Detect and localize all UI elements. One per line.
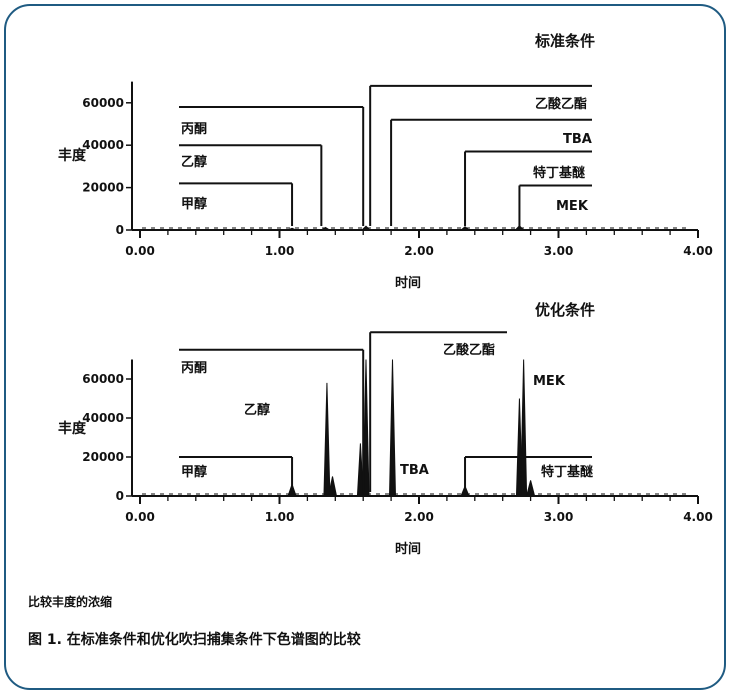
figure-caption: 图 1. 在标准条件和优化吹扫捕集条件下色谱图的比较	[28, 632, 361, 648]
x-tick-label: 2.00	[404, 510, 434, 524]
chromatogram-peak	[356, 443, 364, 497]
x-tick-label: 3.00	[544, 510, 574, 524]
chromatogram-peak	[520, 359, 528, 497]
y-tick-label: 0	[116, 489, 124, 503]
chromatogram-peak	[525, 480, 536, 497]
panel-2-x-axis-label: 时间	[395, 541, 421, 557]
x-tick-label: 0.00	[125, 244, 155, 258]
panel-1-standard-conditions: 0.00 1.00 2.00 3.00 4.00 0 20000 40000 60000 甲醇 乙醇…	[82, 81, 713, 258]
peak-label: 乙醇	[244, 402, 270, 418]
peak-label: TBA	[563, 132, 592, 147]
chromatogram-peak	[388, 359, 397, 497]
x-tick-label: 4.00	[683, 510, 713, 524]
peak-label: 特丁基醚	[541, 464, 594, 480]
panel-2-optimized-conditions: 0.00 1.00 2.00 3.00 4.00 0 20000 40000 60000 甲醇 乙醇…	[82, 331, 713, 524]
x-tick-label: 0.00	[125, 510, 155, 524]
chromatogram-peak	[514, 225, 525, 231]
panel-2-title: 优化条件	[535, 301, 595, 319]
note-caption: 比较丰度的浓缩	[28, 595, 113, 609]
chromatogram-peak	[319, 226, 332, 231]
peak-label: MEK	[556, 199, 589, 214]
peak-label: 乙酸乙酯	[443, 342, 495, 358]
y-tick-label: 40000	[82, 138, 124, 152]
y-tick-label: 20000	[82, 181, 124, 195]
y-tick-label: 60000	[82, 96, 124, 110]
chromatogram-peak	[327, 476, 338, 497]
y-tick-label: 0	[116, 223, 124, 237]
chromatogram-peak	[459, 226, 471, 231]
chromatogram-peak	[287, 227, 297, 231]
y-tick-label: 60000	[82, 372, 124, 386]
x-tick-label: 2.00	[404, 244, 434, 258]
x-tick-label: 4.00	[683, 244, 713, 258]
figure-frame	[4, 4, 726, 690]
y-tick-label: 40000	[82, 411, 124, 425]
x-tick-label: 3.00	[544, 244, 574, 258]
panel-2-y-axis-label: 丰度	[58, 420, 87, 437]
chromatogram-peak	[362, 359, 370, 497]
x-tick-label: 1.00	[265, 510, 295, 524]
peak-label: MEK	[533, 374, 566, 389]
peak-label: 乙醇	[181, 154, 207, 170]
panel-1-title: 标准条件	[534, 32, 595, 50]
peak-label: 特丁基醚	[533, 165, 586, 181]
chromatogram-peak	[323, 382, 331, 497]
peak-label: 乙酸乙酯	[535, 96, 587, 112]
y-tick-label: 20000	[82, 450, 124, 464]
panel-1-y-axis-label: 丰度	[58, 147, 87, 164]
chromatogram-peak	[360, 225, 372, 231]
peak-label: TBA	[400, 463, 429, 478]
peak-label: 丙酮	[181, 361, 207, 376]
peak-label: 甲醇	[181, 196, 207, 212]
peak-label: 丙酮	[181, 122, 207, 137]
panel-1-x-axis-label: 时间	[395, 275, 421, 291]
peak-label: 甲醇	[181, 464, 207, 480]
x-tick-label: 1.00	[265, 244, 295, 258]
